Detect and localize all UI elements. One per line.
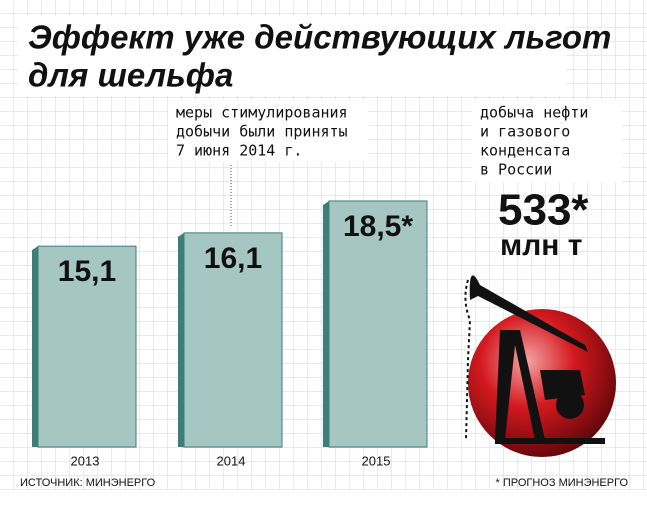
side-note: добыча нефти <box>480 104 588 122</box>
chart-title: Эффект уже действующих льгот <box>28 19 611 56</box>
side-note: конденсата <box>480 142 570 160</box>
total-unit: млн т <box>500 229 582 262</box>
bar <box>178 232 283 448</box>
pumpjack-icon <box>464 275 616 457</box>
x-tick-label: 2015 <box>362 453 391 468</box>
bar <box>32 245 137 448</box>
bar-side <box>178 232 184 447</box>
bar <box>323 200 428 448</box>
value-label: 16,1 <box>204 242 262 275</box>
total: 533* <box>498 186 589 235</box>
chart-title: для шельфа <box>28 57 233 94</box>
bar-front <box>37 245 137 448</box>
annotation-box <box>168 100 368 162</box>
value-label: 18,5* <box>343 210 413 243</box>
annotation: 7 июня 2014 г. <box>176 142 302 160</box>
title-box <box>18 16 566 96</box>
x-tick-label: 2014 <box>217 453 246 468</box>
side-note-box <box>472 100 622 182</box>
annotation: меры стимулирования <box>176 104 348 122</box>
side-note: и газового <box>480 123 570 141</box>
bar-front <box>183 232 283 448</box>
bar-side <box>323 200 329 447</box>
footnote: * ПРОГНОЗ МИНЭНЕРГО <box>496 477 629 489</box>
x-tick-label: 2013 <box>71 453 100 468</box>
bar-front <box>328 200 428 448</box>
annotation: добычи были приняты <box>176 123 348 141</box>
source: ИСТОЧНИК: МИНЭНЕРГО <box>20 477 156 489</box>
side-note: в России <box>480 161 552 179</box>
value-label: 15,1 <box>58 255 116 288</box>
bar-side <box>32 246 38 447</box>
